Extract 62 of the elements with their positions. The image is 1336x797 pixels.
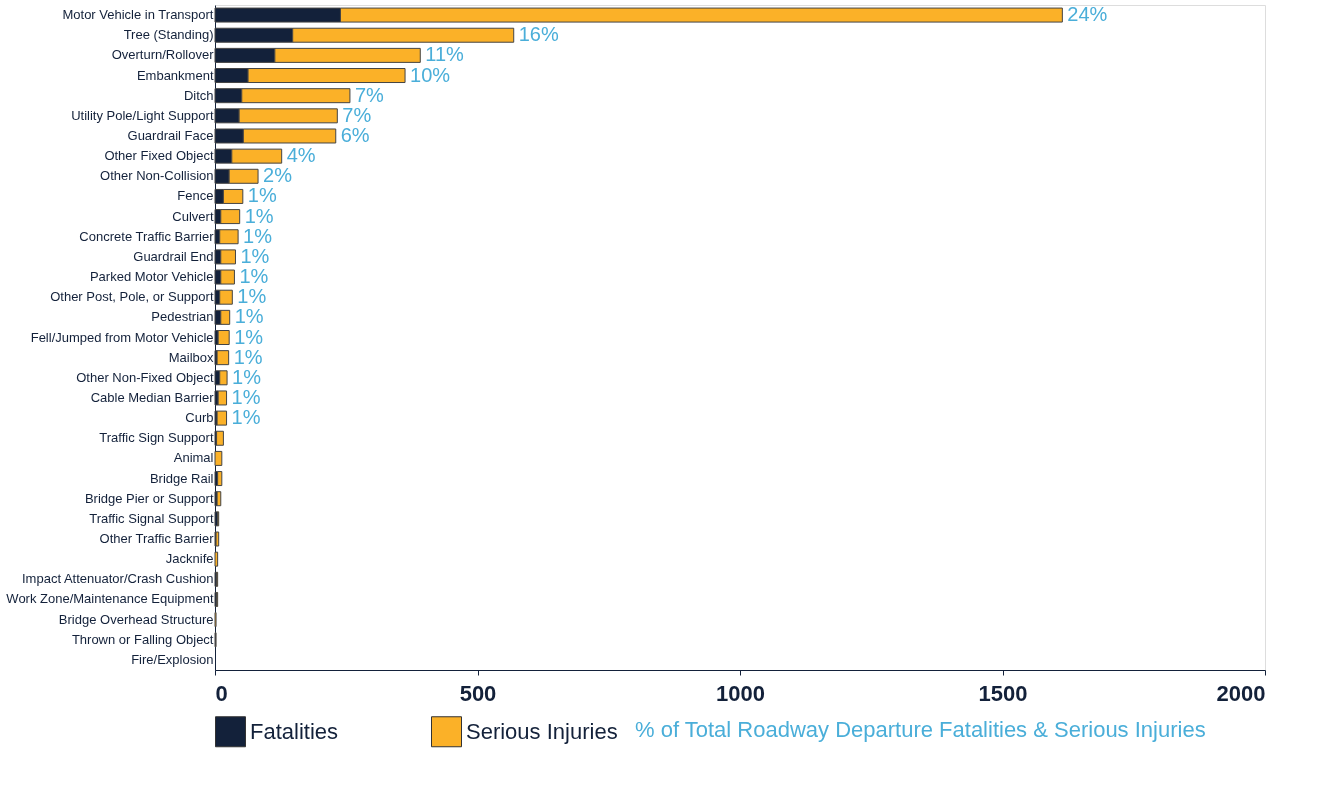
x-tick-label: 1000 xyxy=(716,680,765,706)
y-tick-label: Impact Attenuator/Crash Cushion xyxy=(22,571,214,587)
y-tick-label: Bridge Pier or Support xyxy=(84,490,214,506)
y-tick-label: Guardrail Face xyxy=(127,127,214,143)
y-tick-label: Motor Vehicle in Transport xyxy=(62,7,214,23)
annotation: 2% xyxy=(263,164,293,187)
y-tick-label: Culvert xyxy=(172,208,214,224)
y-tick-label: Traffic Sign Support xyxy=(99,430,214,446)
x-tick-label: 500 xyxy=(459,680,497,706)
text: % of Total Roadway Departure Fatalities & Serious Injuries xyxy=(635,717,1206,742)
annotation: 11% xyxy=(425,43,465,66)
x-tick-label: 0 xyxy=(215,680,228,706)
legend-label: Serious Injuries xyxy=(466,718,618,744)
annotation: 1% xyxy=(233,345,263,368)
annotation: 1% xyxy=(237,285,267,308)
y-tick-label: Curb xyxy=(185,410,214,426)
annotation: 1% xyxy=(240,244,270,267)
y-tick-label: Pedestrian xyxy=(151,309,214,325)
y-tick-label: Guardrail End xyxy=(133,248,214,264)
annotation: 1% xyxy=(234,325,264,348)
annotation: 1% xyxy=(231,406,261,429)
y-tick-label: Fire/Explosion xyxy=(131,651,214,667)
y-tick-label: Other Non-Collision xyxy=(100,168,214,184)
y-tick-label: Embankment xyxy=(136,67,214,83)
annotation: 24% xyxy=(1067,3,1108,26)
annotation: 16% xyxy=(518,23,559,46)
y-tick-label: Other Non-Fixed Object xyxy=(76,369,214,385)
annotation: 1% xyxy=(244,204,274,227)
annotation: 1% xyxy=(231,385,261,408)
annotation: 1% xyxy=(243,224,273,247)
y-tick-label: Cable Median Barrier xyxy=(90,389,215,405)
y-tick-label: Utility Pole/Light Support xyxy=(71,107,214,123)
y-tick-label: Fell/Jumped from Motor Vehicle xyxy=(30,329,214,345)
y-tick-label: Jacknife xyxy=(165,551,214,567)
y-tick-label: Fence xyxy=(177,188,214,204)
annotation: 6% xyxy=(340,123,370,146)
y-tick-label: Other Traffic Barrier xyxy=(99,531,215,547)
y-tick-label: Concrete Traffic Barrier xyxy=(79,228,215,244)
annotation: 7% xyxy=(354,83,385,106)
legend-label: Fatalities xyxy=(250,718,339,744)
annotation: 4% xyxy=(286,144,316,167)
y-tick-label: Thrown or Falling Object xyxy=(71,631,214,647)
annotation: 1% xyxy=(232,365,262,388)
y-tick-label: Bridge Overhead Structure xyxy=(58,611,214,627)
y-tick-label: Overturn/Rollover xyxy=(111,47,215,63)
y-tick-label: Bridge Rail xyxy=(149,470,214,486)
y-tick-label: Other Post, Pole, or Support xyxy=(50,289,214,305)
y-tick-label: Mailbox xyxy=(168,349,214,365)
y-tick-label: Traffic Signal Support xyxy=(89,510,214,526)
y-tick-label: Animal xyxy=(173,450,214,466)
annotation: 7% xyxy=(342,103,372,126)
y-tick-label: Work Zone/Maintenance Equipment xyxy=(6,591,214,607)
y-tick-label: Other Fixed Object xyxy=(104,148,214,164)
annotation: 1% xyxy=(247,184,277,207)
x-tick-label: 1500 xyxy=(978,680,1028,706)
annotation: 10% xyxy=(410,63,451,86)
annotation: 1% xyxy=(234,305,264,328)
x-tick-label: 2000 xyxy=(1216,680,1266,706)
annotation: 1% xyxy=(239,265,269,288)
y-tick-label: Ditch xyxy=(183,87,214,103)
y-tick-label: Tree (Standing) xyxy=(123,27,214,43)
y-tick-label: Parked Motor Vehicle xyxy=(89,269,214,285)
